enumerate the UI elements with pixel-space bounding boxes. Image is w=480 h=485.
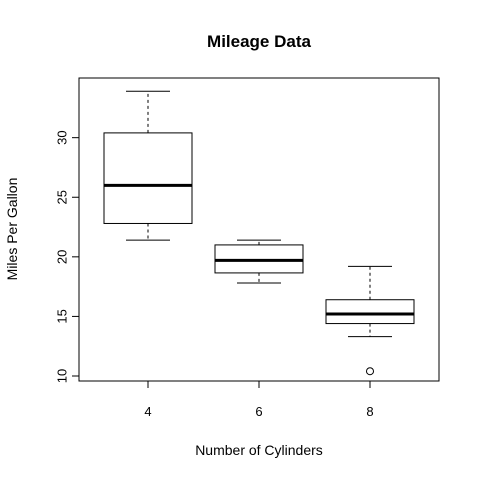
iqr-box: [325, 299, 415, 325]
y-tick-label: 30: [54, 130, 69, 144]
y-tick-label: 15: [54, 309, 69, 323]
box-group-6: [214, 239, 304, 284]
y-axis-label: Miles Per Gallon: [4, 178, 20, 281]
x-tick-label: 4: [144, 404, 151, 419]
iqr-box: [103, 132, 193, 224]
box-series: [103, 90, 415, 376]
chart-title: Mileage Data: [207, 32, 311, 51]
box-group-8: [325, 265, 415, 376]
y-axis: 10 15 20 25 30: [54, 130, 80, 383]
outlier-point: [366, 367, 374, 376]
y-tick-label: 10: [54, 369, 69, 383]
x-tick-label: 8: [366, 404, 373, 419]
plot-frame: [78, 77, 440, 382]
x-axis: 4 6 8: [144, 380, 374, 419]
y-tick-label: 20: [54, 250, 69, 264]
x-tick-label: 6: [255, 404, 262, 419]
y-tick-label: 25: [54, 190, 69, 204]
box-group-4: [103, 90, 193, 241]
x-axis-label: Number of Cylinders: [195, 442, 323, 458]
